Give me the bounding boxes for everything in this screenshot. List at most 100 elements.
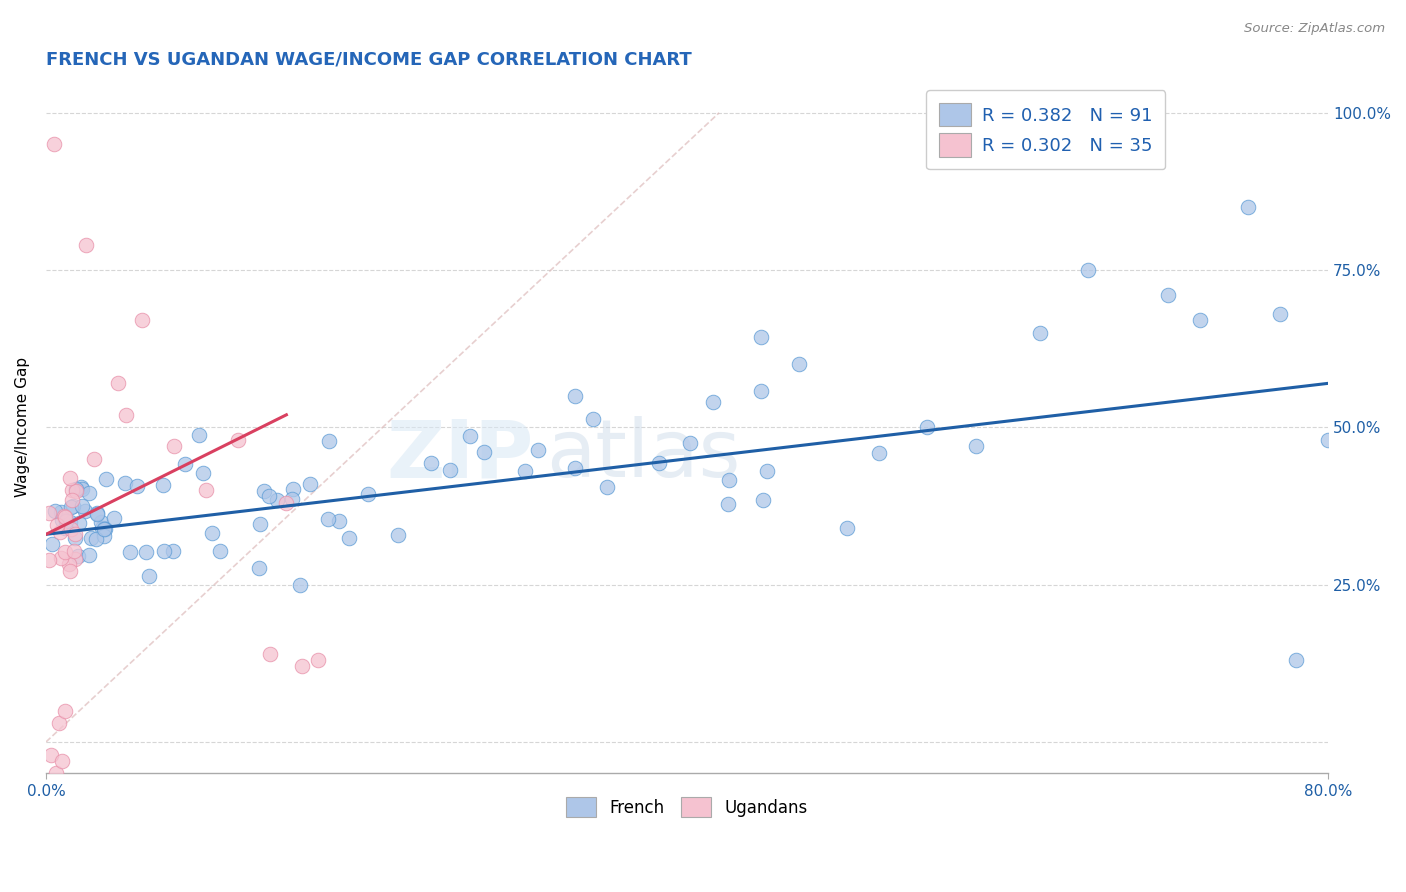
Point: [328, 514, 350, 528]
Point: [38, 507, 60, 521]
Point: [787, 358, 810, 372]
Point: [118, 545, 141, 559]
Point: [131, 313, 153, 327]
Point: [48, 716, 70, 731]
Point: [65, 482, 87, 496]
Point: [41, 537, 63, 551]
Point: [1268, 307, 1291, 321]
Point: [152, 478, 174, 492]
Point: [153, 543, 176, 558]
Point: [337, 531, 360, 545]
Point: [51, 513, 73, 527]
Point: [62, 544, 84, 558]
Point: [281, 491, 304, 506]
Text: atlas: atlas: [546, 416, 741, 494]
Point: [247, 560, 270, 574]
Point: [93, 521, 115, 535]
Point: [70, 483, 93, 497]
Point: [679, 436, 702, 450]
Point: [115, 408, 138, 422]
Point: [83, 451, 105, 466]
Point: [79, 548, 101, 562]
Point: [38, 553, 60, 567]
Point: [291, 659, 314, 673]
Point: [163, 439, 186, 453]
Point: [69, 480, 91, 494]
Point: [138, 569, 160, 583]
Point: [91, 521, 114, 535]
Point: [1237, 200, 1260, 214]
Point: [80, 531, 103, 545]
Point: [62, 499, 84, 513]
Legend: French, Ugandans: French, Ugandans: [560, 790, 814, 824]
Point: [70, 500, 93, 514]
Point: [59, 522, 82, 536]
Point: [226, 433, 249, 447]
Point: [93, 522, 115, 536]
Point: [318, 511, 340, 525]
Point: [94, 472, 117, 486]
Point: [420, 456, 443, 470]
Point: [42, 137, 65, 152]
Point: [717, 497, 740, 511]
Point: [439, 462, 461, 476]
Point: [648, 456, 671, 470]
Point: [1317, 433, 1340, 447]
Point: [63, 531, 86, 545]
Point: [564, 389, 586, 403]
Point: [868, 445, 890, 459]
Point: [84, 532, 107, 546]
Point: [75, 504, 97, 518]
Point: [276, 496, 298, 510]
Point: [1188, 313, 1211, 327]
Point: [266, 493, 288, 508]
Point: [86, 507, 108, 521]
Point: [283, 482, 305, 496]
Point: [86, 506, 108, 520]
Point: [114, 475, 136, 490]
Point: [103, 510, 125, 524]
Point: [93, 528, 115, 542]
Point: [125, 479, 148, 493]
Point: [63, 527, 86, 541]
Point: [79, 486, 101, 500]
Point: [45, 766, 67, 780]
Point: [1028, 326, 1050, 340]
Point: [564, 461, 586, 475]
Point: [257, 490, 280, 504]
Point: [65, 483, 87, 498]
Point: [75, 238, 97, 252]
Point: [756, 465, 779, 479]
Point: [53, 509, 76, 524]
Point: [298, 477, 321, 491]
Point: [49, 524, 72, 539]
Point: [90, 515, 112, 529]
Point: [49, 551, 72, 566]
Point: [53, 508, 76, 523]
Point: [749, 384, 772, 398]
Point: [44, 504, 66, 518]
Point: [53, 545, 76, 559]
Point: [387, 528, 409, 542]
Point: [1077, 263, 1099, 277]
Point: [1285, 653, 1308, 667]
Point: [58, 557, 80, 571]
Point: [55, 521, 77, 535]
Point: [582, 412, 605, 426]
Point: [107, 376, 129, 391]
Point: [965, 439, 987, 453]
Point: [67, 516, 90, 531]
Point: [63, 552, 86, 566]
Point: [259, 647, 281, 661]
Point: [288, 578, 311, 592]
Point: [702, 394, 724, 409]
Point: [162, 544, 184, 558]
Point: [135, 545, 157, 559]
Point: [249, 516, 271, 531]
Point: [51, 505, 73, 519]
Point: [188, 428, 211, 442]
Point: [1157, 288, 1180, 302]
Point: [749, 329, 772, 343]
Point: [596, 480, 619, 494]
Point: [59, 500, 82, 514]
